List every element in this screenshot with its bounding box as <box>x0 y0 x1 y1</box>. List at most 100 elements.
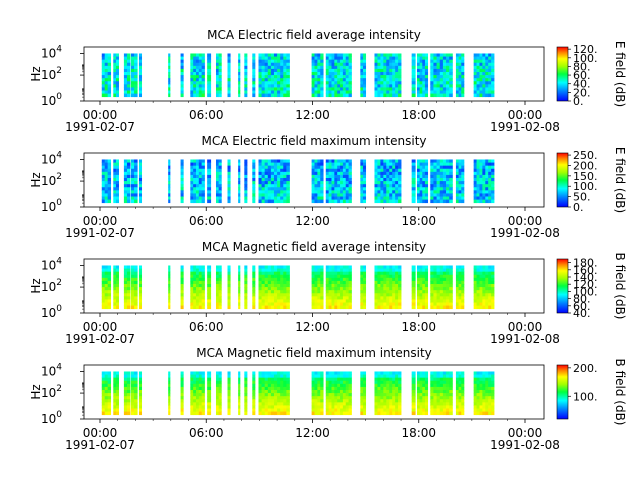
heatmap-cell <box>267 71 272 76</box>
heatmap-cell <box>446 171 450 176</box>
heatmap-cell <box>328 380 332 385</box>
heatmap-cell <box>416 302 421 306</box>
heatmap-cell <box>270 187 275 191</box>
heatmap-cell <box>419 78 423 82</box>
heatmap-cell <box>115 62 119 67</box>
heatmap-cell <box>264 190 269 194</box>
heatmap-cell <box>345 53 349 57</box>
heatmap-cell <box>433 184 437 188</box>
heatmap-cell <box>395 268 399 273</box>
heatmap-cell <box>479 181 483 185</box>
heatmap-cell <box>198 287 203 291</box>
heatmap-cell <box>227 184 231 188</box>
heatmap-cell <box>138 393 143 397</box>
heatmap-cell <box>261 389 266 394</box>
heatmap-cell <box>436 405 441 409</box>
heatmap-cell <box>439 287 444 291</box>
heatmap-cell <box>317 84 321 88</box>
heatmap-cell <box>422 68 426 73</box>
heatmap-cell <box>337 305 341 310</box>
heatmap-cell <box>476 290 480 294</box>
heatmap-cell <box>195 396 200 400</box>
heatmap-cell <box>215 374 220 379</box>
heatmap-cell <box>380 168 384 173</box>
heatmap-cell <box>491 65 495 70</box>
heatmap-cell <box>123 399 128 403</box>
heatmap-cell <box>461 393 465 397</box>
heatmap-cell <box>325 184 330 188</box>
heatmap-cell <box>325 402 330 406</box>
heatmap-cell <box>267 93 272 98</box>
heatmap-cell <box>277 177 281 182</box>
heatmap-cell <box>311 87 315 91</box>
heatmap-cell <box>270 65 275 70</box>
heatmap-cell <box>138 374 143 379</box>
heatmap-cell <box>317 187 321 191</box>
heatmap-cell <box>449 65 453 70</box>
heatmap-cell <box>488 296 492 300</box>
heatmap-cell <box>342 93 347 98</box>
heatmap-cell <box>398 411 402 416</box>
heatmap-cell <box>325 165 330 170</box>
heatmap-cell <box>362 162 367 167</box>
heatmap-cell <box>325 274 330 279</box>
heatmap-cell <box>424 81 429 85</box>
heatmap-cell <box>113 181 117 185</box>
heatmap-cell <box>107 174 112 179</box>
heatmap-cell <box>461 296 465 300</box>
heatmap-cell <box>340 274 344 279</box>
heatmap-cell <box>360 162 364 167</box>
heatmap-cell <box>424 78 429 82</box>
heatmap-cell <box>395 87 399 91</box>
heatmap-cell <box>482 75 486 79</box>
heatmap-cell <box>398 187 402 191</box>
heatmap-cell <box>227 283 231 288</box>
heatmap-cell <box>101 383 106 388</box>
heatmap-cell <box>360 283 364 288</box>
heatmap-cell <box>374 296 378 300</box>
heatmap-cell <box>348 399 352 403</box>
heatmap-cell <box>104 78 109 82</box>
heatmap-cell <box>473 268 477 273</box>
heatmap-cell <box>134 380 138 385</box>
heatmap-cell <box>314 90 318 94</box>
heatmap-cell <box>386 56 390 61</box>
heatmap-cell <box>115 305 119 310</box>
heatmap-cell <box>328 265 332 269</box>
heatmap-cell <box>398 271 402 276</box>
heatmap-cell <box>411 62 416 67</box>
heatmap-cell <box>193 177 197 182</box>
heatmap-cell <box>115 393 119 397</box>
heatmap-cell <box>386 287 390 291</box>
heatmap-cell <box>476 93 480 98</box>
heatmap-cell <box>337 162 341 167</box>
heatmap-cell <box>317 56 321 61</box>
heatmap-cell <box>436 181 441 185</box>
heatmap-cell <box>455 168 459 173</box>
heatmap-cell <box>455 78 459 82</box>
heatmap-cell <box>325 199 330 204</box>
heatmap-cell <box>433 374 437 379</box>
heatmap-cell <box>227 411 231 416</box>
heatmap-cell <box>286 402 290 406</box>
heatmap-cell <box>491 190 495 194</box>
heatmap-cell <box>342 81 347 85</box>
heatmap-cell <box>411 268 416 273</box>
heatmap-cell <box>482 290 486 294</box>
heatmap-cell <box>218 181 222 185</box>
heatmap-cell <box>283 299 287 303</box>
heatmap-cell <box>422 65 426 70</box>
heatmap-cell <box>419 190 423 194</box>
heatmap-cell <box>168 190 171 194</box>
heatmap-cell <box>198 53 203 57</box>
heatmap-cell <box>168 271 171 276</box>
heatmap-cell <box>127 199 131 204</box>
heatmap-cell <box>345 277 349 282</box>
heatmap-cell <box>479 396 483 400</box>
heatmap-cell <box>207 78 212 82</box>
heatmap-cell <box>392 396 396 400</box>
heatmap-cell <box>422 87 426 91</box>
x-tick-label: 00:00 <box>508 214 543 228</box>
heatmap-cell <box>485 393 489 397</box>
heatmap-cell <box>190 405 194 409</box>
